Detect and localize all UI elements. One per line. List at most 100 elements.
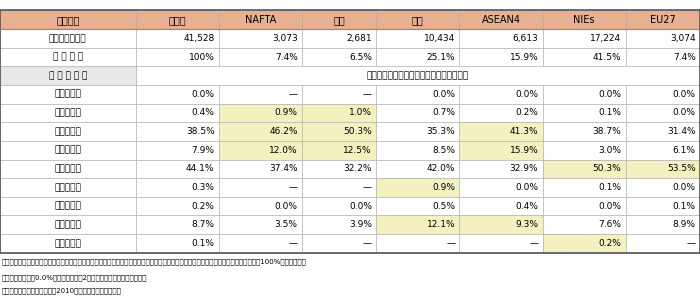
Text: 12.0%: 12.0% <box>269 146 298 155</box>
Bar <box>459 215 542 234</box>
Text: 0.0%: 0.0% <box>349 202 372 210</box>
Text: 3.0%: 3.0% <box>598 146 622 155</box>
Bar <box>0 234 136 253</box>
Bar <box>377 197 459 215</box>
Bar <box>459 141 542 159</box>
Text: 41,528: 41,528 <box>183 34 214 43</box>
Bar <box>302 141 377 159</box>
Bar <box>136 234 218 253</box>
Text: 0.0%: 0.0% <box>673 90 696 99</box>
Bar <box>459 122 542 141</box>
Bar <box>0 10 700 253</box>
Text: 25.1%: 25.1% <box>426 53 455 62</box>
Text: 46.2%: 46.2% <box>270 127 298 136</box>
Bar <box>0 48 136 66</box>
Text: 0.0%: 0.0% <box>192 90 214 99</box>
Bar <box>542 29 626 48</box>
Bar <box>0 197 136 215</box>
Bar <box>136 29 218 48</box>
Text: 42.0%: 42.0% <box>427 164 455 173</box>
Bar <box>136 215 218 234</box>
Text: 38.5%: 38.5% <box>186 127 214 136</box>
Text: 0.0%: 0.0% <box>598 202 622 210</box>
Bar <box>0 29 136 48</box>
Text: 12.1%: 12.1% <box>426 220 455 229</box>
Text: 全世界: 全世界 <box>169 15 186 25</box>
Text: 3,074: 3,074 <box>670 34 696 43</box>
Text: 0.1%: 0.1% <box>673 202 696 210</box>
Text: とがある。0.0%の比較は小数点2桁以下の数字で比較している。: とがある。0.0%の比較は小数点2桁以下の数字で比較している。 <box>1 274 147 281</box>
Text: 中　　　国: 中 国 <box>55 183 81 192</box>
Bar <box>459 159 542 178</box>
Bar <box>626 104 700 122</box>
Text: 中国: 中国 <box>412 15 424 25</box>
Text: 0.1%: 0.1% <box>192 239 214 248</box>
Text: ASEAN4: ASEAN4 <box>482 15 520 25</box>
Text: 8.5%: 8.5% <box>432 146 455 155</box>
Bar <box>218 234 302 253</box>
Text: —: — <box>288 90 298 99</box>
Bar <box>626 141 700 159</box>
Bar <box>218 85 302 104</box>
Bar <box>218 178 302 197</box>
Bar <box>0 85 136 104</box>
Bar <box>136 159 218 178</box>
Text: 1.0%: 1.0% <box>349 109 372 118</box>
Text: 41.3%: 41.3% <box>510 127 538 136</box>
Text: 0.0%: 0.0% <box>432 90 455 99</box>
Bar <box>459 48 542 66</box>
Bar <box>218 48 302 66</box>
Bar <box>626 48 700 66</box>
Text: 7.4%: 7.4% <box>275 53 298 62</box>
Text: 0.1%: 0.1% <box>598 109 622 118</box>
Text: 我が国からの輸出に占める各地域のシェア: 我が国からの輸出に占める各地域のシェア <box>367 71 469 80</box>
Bar <box>377 215 459 234</box>
Bar <box>302 85 377 104</box>
Bar <box>302 122 377 141</box>
Text: 東　　　北: 東 北 <box>55 109 81 118</box>
Text: 50.3%: 50.3% <box>593 164 622 173</box>
Text: 53.5%: 53.5% <box>667 164 696 173</box>
Bar <box>218 141 302 159</box>
Text: 6.1%: 6.1% <box>673 146 696 155</box>
Text: 44.1%: 44.1% <box>186 164 214 173</box>
Bar <box>218 122 302 141</box>
Text: 輸 出 元 地 域: 輸 出 元 地 域 <box>48 71 87 80</box>
Text: 四　　　国: 四 国 <box>55 202 81 210</box>
Bar <box>626 178 700 197</box>
Bar <box>136 178 218 197</box>
Text: —: — <box>363 239 372 248</box>
Text: NIEs: NIEs <box>573 15 595 25</box>
Bar <box>136 122 218 141</box>
Text: 7.4%: 7.4% <box>673 53 696 62</box>
Bar <box>542 85 626 104</box>
Text: 沖　　　縄: 沖 縄 <box>55 239 81 248</box>
Bar <box>302 178 377 197</box>
Text: 0.0%: 0.0% <box>274 202 298 210</box>
Bar <box>0 10 136 29</box>
Text: 15.9%: 15.9% <box>510 146 538 155</box>
Text: 8.9%: 8.9% <box>673 220 696 229</box>
Bar <box>542 141 626 159</box>
Text: 0.2%: 0.2% <box>192 202 214 210</box>
Text: 0.9%: 0.9% <box>274 109 298 118</box>
Bar <box>0 141 136 159</box>
Bar <box>0 215 136 234</box>
Text: 輸出地域: 輸出地域 <box>56 15 80 25</box>
Text: —: — <box>288 239 298 248</box>
Text: 32.9%: 32.9% <box>510 164 538 173</box>
Bar <box>136 66 700 85</box>
Bar <box>626 234 700 253</box>
Bar <box>0 178 136 197</box>
Bar <box>302 197 377 215</box>
Bar <box>377 141 459 159</box>
Bar <box>377 234 459 253</box>
Text: 北　海　道: 北 海 道 <box>55 90 81 99</box>
Bar <box>302 29 377 48</box>
Bar <box>459 85 542 104</box>
Text: 35.3%: 35.3% <box>426 127 455 136</box>
Bar <box>626 29 700 48</box>
Text: 九　　　州: 九 州 <box>55 220 81 229</box>
Bar <box>0 122 136 141</box>
Text: 中　　　部: 中 部 <box>55 146 81 155</box>
